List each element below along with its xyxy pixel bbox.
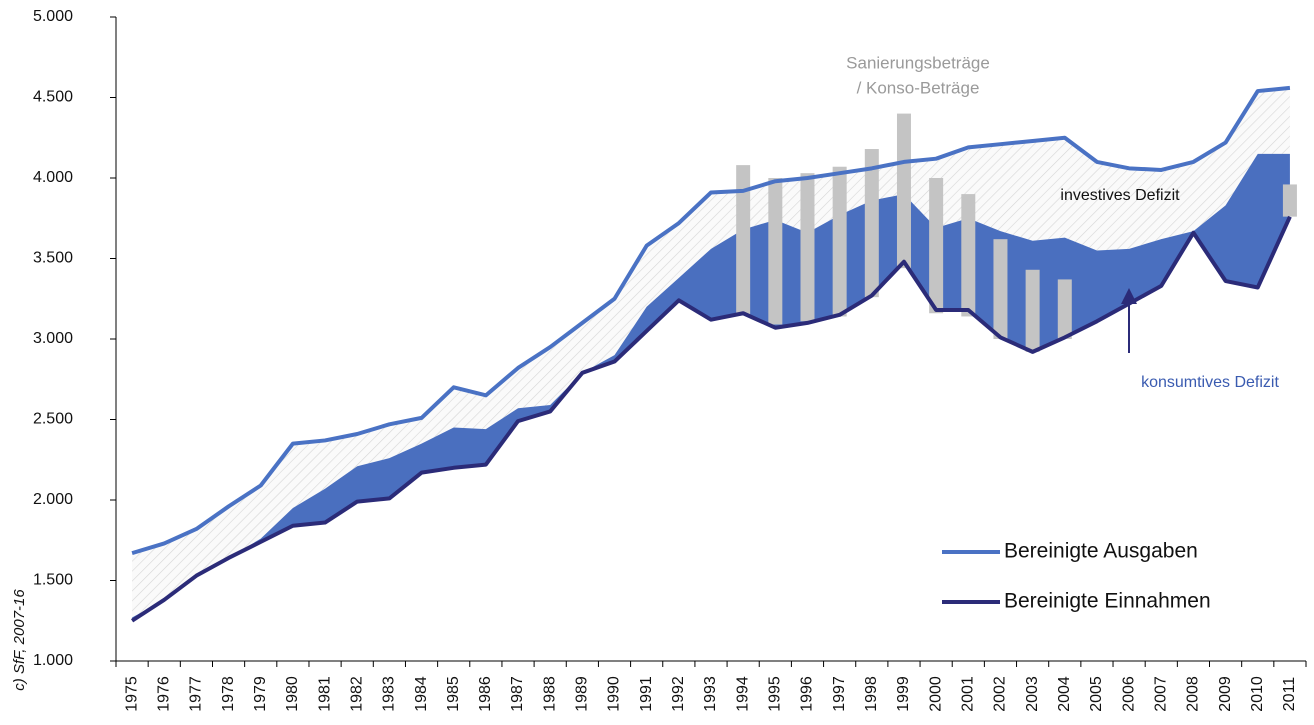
bar	[1025, 269, 1040, 352]
y-tick-label: 4.500	[33, 89, 73, 106]
source-note: c) SfF, 2007-16	[11, 589, 28, 691]
y-tick-label: 5.000	[33, 8, 73, 25]
bar	[832, 166, 847, 317]
investive-label: investives Defizit	[1060, 187, 1180, 204]
x-tick-label: 2008	[1185, 676, 1202, 712]
x-tick-label: 1993	[702, 676, 719, 712]
bar	[1057, 279, 1072, 339]
x-tick-label: 1997	[831, 676, 848, 712]
x-tick-label: 1975	[123, 676, 140, 712]
x-tick-label: 2009	[1217, 676, 1234, 712]
x-tick-label: 2010	[1249, 676, 1266, 712]
x-tick-label: 2000	[927, 676, 944, 712]
bars-label: Sanierungsbeträge	[846, 53, 990, 72]
x-tick-label: 1990	[606, 676, 623, 712]
x-tick-label: 1989	[574, 676, 591, 712]
x-tick-label: 1986	[477, 676, 494, 712]
bar	[768, 178, 783, 325]
x-tick-label: 1987	[509, 676, 526, 712]
y-tick-label: 4.000	[33, 169, 73, 186]
y-tick-label: 1.500	[33, 572, 73, 589]
y-tick-label: 1.000	[33, 652, 73, 669]
bar	[864, 149, 879, 298]
y-tick-label: 3.500	[33, 250, 73, 267]
legend-label: Bereinigte Ausgaben	[1004, 540, 1198, 563]
bar	[961, 194, 976, 317]
x-tick-label: 1991	[638, 676, 655, 712]
x-tick-label: 1984	[413, 676, 430, 712]
x-tick-label: 1980	[284, 676, 301, 712]
x-tick-label: 2001	[960, 676, 977, 712]
x-tick-label: 2004	[1056, 676, 1073, 712]
x-tick-label: 1985	[445, 676, 462, 712]
bar	[896, 113, 911, 269]
bar	[736, 165, 751, 315]
bar	[929, 178, 944, 314]
x-tick-label: 2003	[1024, 676, 1041, 712]
y-tick-label: 2.500	[33, 411, 73, 428]
x-tick-label: 1996	[799, 676, 816, 712]
bar	[993, 239, 1008, 339]
x-tick-label: 1998	[863, 676, 880, 712]
x-tick-label: 2011	[1281, 677, 1298, 712]
x-tick-label: 1999	[895, 676, 912, 712]
legend-label: Bereinigte Einnahmen	[1004, 590, 1211, 613]
y-tick-label: 2.000	[33, 491, 73, 508]
bars-label: / Konso-Beträge	[857, 78, 980, 97]
x-tick-label: 2006	[1120, 676, 1137, 712]
line-expenditure	[131, 85, 1291, 556]
y-tick-label: 3.000	[33, 330, 73, 347]
x-tick-label: 1982	[348, 676, 365, 712]
x-tick-label: 1992	[670, 676, 687, 712]
x-tick-label: 1977	[188, 676, 205, 712]
consumptive-label: konsumtives Defizit	[1141, 374, 1279, 391]
line-revenue	[130, 215, 1292, 623]
x-tick-label: 1976	[155, 676, 172, 712]
bar	[1282, 184, 1297, 217]
x-tick-label: 1988	[541, 676, 558, 712]
x-tick-label: 1995	[767, 676, 784, 712]
bar	[800, 173, 815, 322]
x-tick-label: 1981	[316, 676, 333, 712]
investive-deficit-area	[132, 87, 1290, 618]
x-tick-label: 2007	[1152, 676, 1169, 712]
x-tick-label: 1978	[220, 676, 237, 712]
x-tick-label: 2002	[992, 676, 1009, 712]
x-tick-label: 1994	[734, 676, 751, 712]
x-tick-label: 1979	[252, 676, 269, 712]
x-tick-label: 1983	[381, 676, 398, 712]
x-tick-label: 2005	[1088, 676, 1105, 712]
